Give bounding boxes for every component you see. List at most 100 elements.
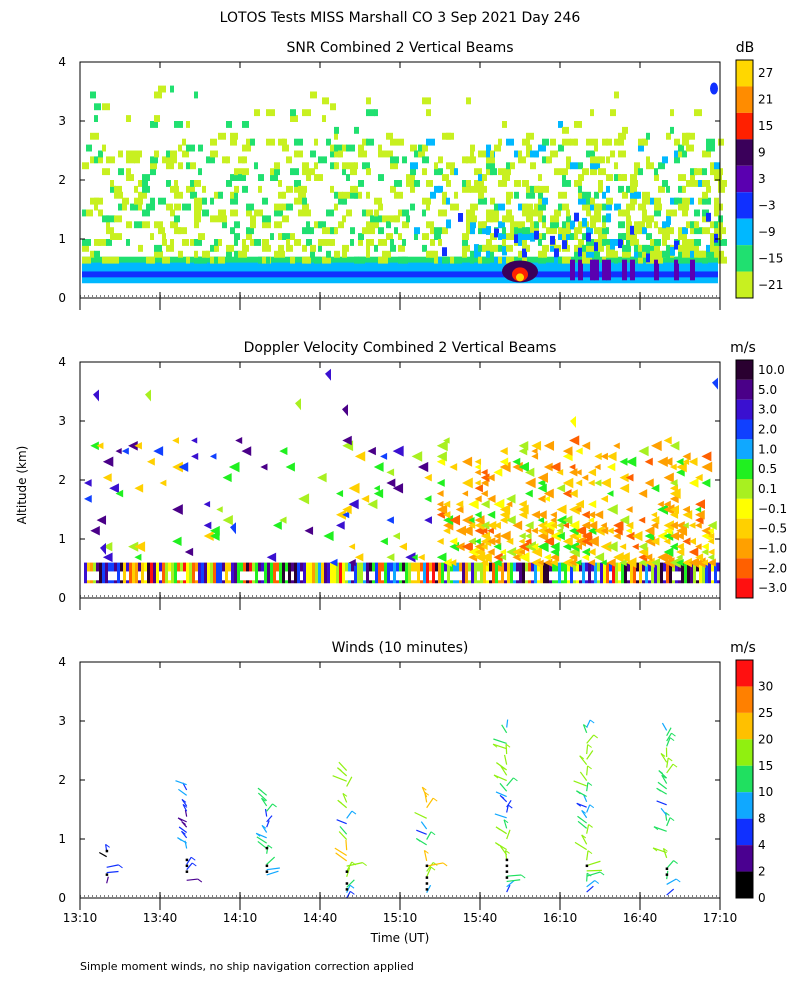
- doppler-cell: [102, 473, 112, 483]
- doppler-cell: [455, 542, 465, 552]
- snr-cell: [642, 191, 650, 199]
- wind-barb: [586, 860, 601, 867]
- doppler-cell: [288, 562, 291, 584]
- snr-cell: [238, 156, 245, 164]
- doppler-cell: [323, 530, 334, 542]
- doppler-cell: [480, 521, 490, 530]
- snr-cell: [498, 256, 502, 264]
- wind-barb: [656, 800, 667, 806]
- snr-cell: [646, 221, 652, 229]
- doppler-cell: [499, 447, 508, 456]
- doppler-cell: [252, 571, 255, 581]
- doppler-cell: [688, 457, 698, 467]
- snr-cell: [262, 197, 268, 205]
- doppler-cell: [474, 479, 481, 487]
- snr-cell: [286, 156, 292, 164]
- snr-cell: [366, 109, 375, 117]
- wind-barb-tick: [118, 864, 123, 869]
- doppler-cell: [145, 389, 151, 402]
- doppler-cell: [300, 571, 303, 581]
- doppler-cell: [372, 571, 375, 581]
- doppler-cell: [474, 562, 477, 584]
- doppler-cell: [453, 571, 456, 581]
- doppler-cell: [561, 571, 564, 581]
- doppler-cell: [449, 463, 458, 471]
- doppler-cell: [695, 473, 703, 482]
- doppler-cell: [93, 571, 96, 581]
- doppler-cell: [676, 458, 684, 466]
- snr-cell: [154, 221, 163, 229]
- colorbar-swatch: [736, 60, 753, 87]
- colorbar-label: 5.0: [758, 383, 777, 397]
- snr-cell: [242, 244, 249, 252]
- doppler-cell: [619, 543, 627, 551]
- doppler-cell: [493, 552, 503, 562]
- wind-barb: [264, 808, 268, 817]
- x-tick-label: 17:10: [703, 911, 738, 925]
- doppler-cell: [474, 541, 485, 552]
- doppler-cell: [216, 506, 223, 513]
- wind-barb: [182, 804, 188, 812]
- doppler-cell: [688, 537, 696, 545]
- snr-cell: [562, 174, 566, 181]
- snr-cell: [574, 233, 578, 240]
- snr-cell: [322, 115, 326, 122]
- doppler-cell: [543, 520, 555, 531]
- doppler-cell: [178, 462, 189, 472]
- snr-cell: [406, 215, 410, 223]
- doppler-cell: [443, 515, 454, 526]
- doppler-cell: [621, 562, 624, 584]
- doppler-cell: [562, 446, 573, 456]
- doppler-cell: [575, 525, 587, 537]
- snr-cell: [310, 168, 315, 176]
- snr-cell: [622, 233, 628, 240]
- colorbar-label: 30: [758, 679, 773, 693]
- snr-cell: [514, 227, 523, 235]
- snr-cell: [526, 227, 533, 235]
- snr-cell: [654, 259, 659, 281]
- doppler-cell: [562, 477, 574, 489]
- doppler-cell: [417, 562, 420, 584]
- snr-cell: [646, 244, 655, 252]
- doppler-cell: [443, 527, 451, 535]
- snr-cell: [562, 138, 571, 146]
- snr-cell: [538, 239, 542, 246]
- snr-cell: [154, 250, 163, 258]
- snr-cell: [450, 256, 454, 264]
- snr-cell: [718, 138, 724, 146]
- snr-cell: [542, 138, 549, 146]
- snr-cell: [330, 150, 335, 158]
- snr-cell: [434, 256, 441, 264]
- plot-frame: [79, 361, 721, 599]
- colorbar-label: −0.5: [758, 522, 787, 536]
- snr-cell: [426, 221, 434, 229]
- snr-cell: [538, 197, 542, 205]
- snr-cell: [474, 168, 482, 176]
- doppler-cell: [468, 537, 476, 546]
- snr-cell: [402, 209, 409, 217]
- snr-cell: [714, 168, 723, 176]
- doppler-cell: [525, 532, 532, 540]
- snr-cell: [290, 109, 296, 117]
- snr-cell: [526, 244, 530, 252]
- snr-cell: [330, 162, 337, 170]
- snr-cell: [482, 256, 490, 264]
- doppler-heatmap: [84, 368, 720, 584]
- snr-cell: [638, 168, 643, 176]
- snr-cell: [594, 215, 601, 223]
- snr-cell: [606, 250, 615, 258]
- wind-calm-marker: [505, 858, 509, 862]
- snr-cell: [634, 168, 640, 176]
- snr-cell: [242, 239, 246, 246]
- snr-cell: [346, 144, 355, 152]
- x-tick-label: 15:10: [383, 911, 418, 925]
- colorbar-swatch: [736, 739, 753, 766]
- snr-cell: [562, 168, 568, 176]
- snr-cell: [114, 185, 122, 193]
- snr-cell: [326, 209, 334, 217]
- colorbar-swatch: [736, 165, 753, 193]
- y-tick-label: 1: [58, 532, 66, 546]
- doppler-cell: [321, 562, 324, 584]
- doppler-cell: [519, 562, 522, 584]
